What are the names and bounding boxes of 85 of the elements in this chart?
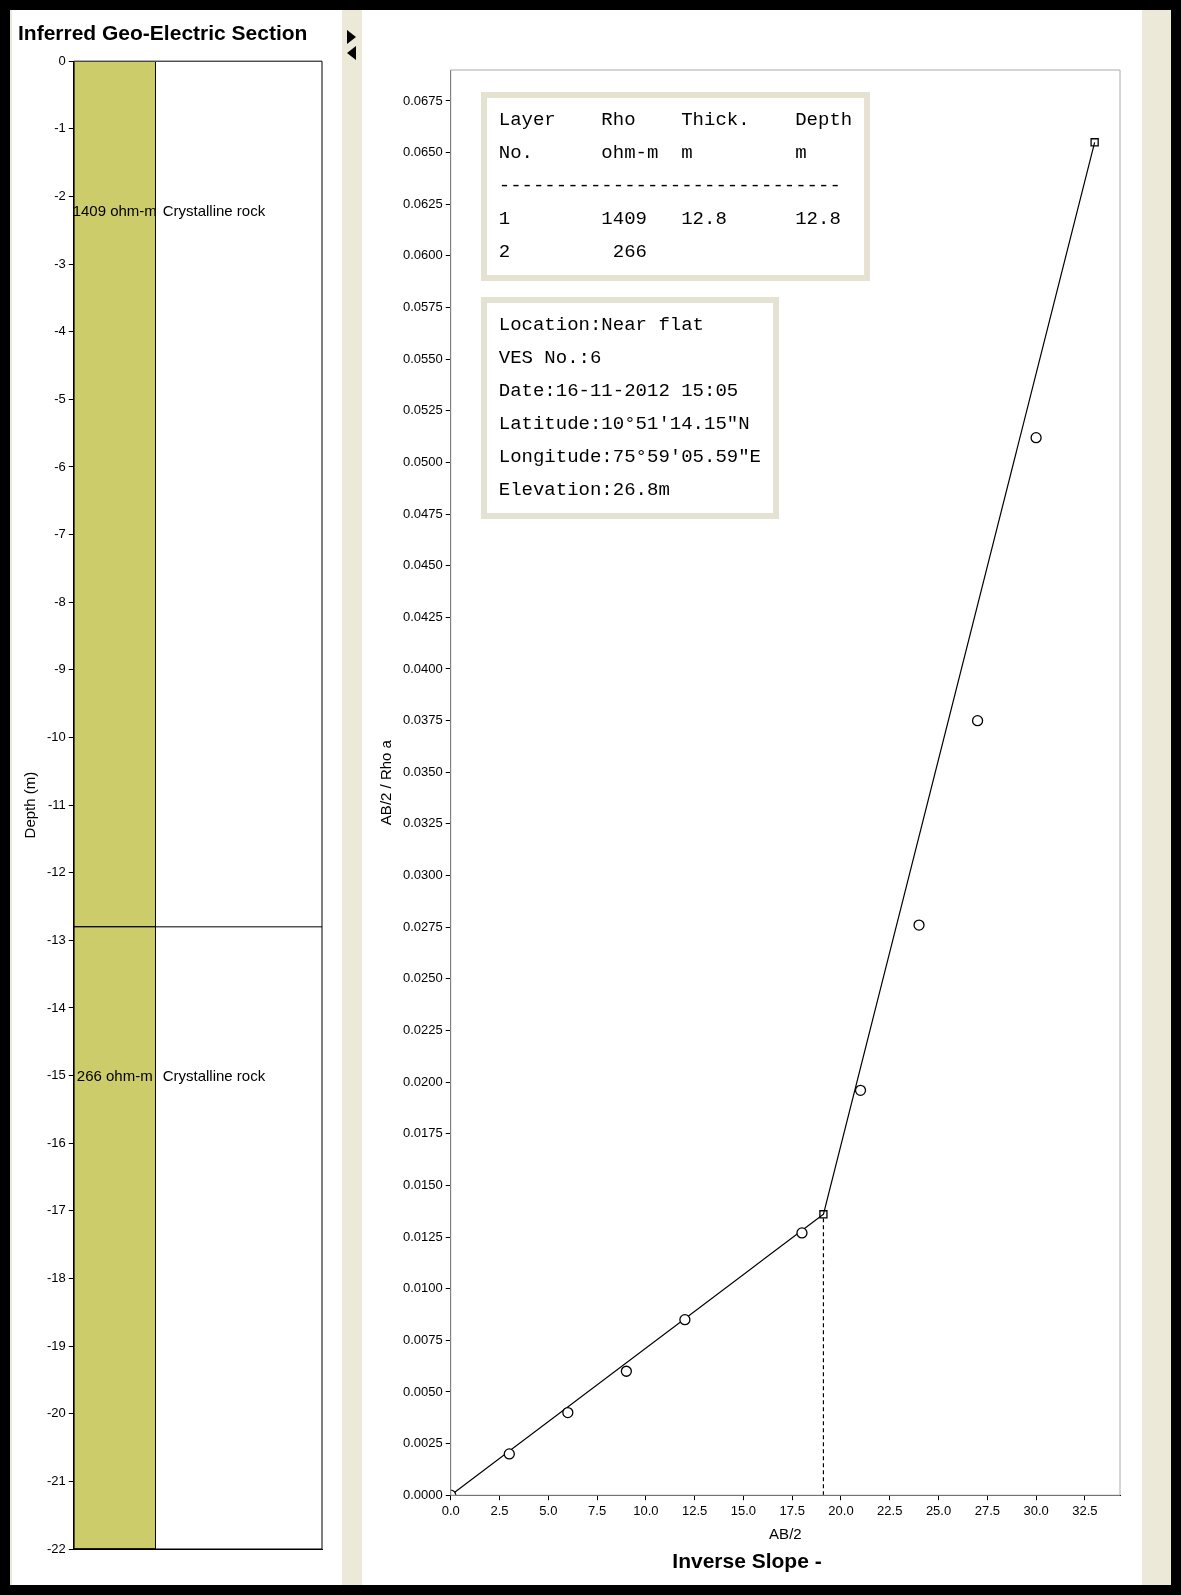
x-tick-label: 2.5: [490, 1502, 509, 1518]
point: [503, 1448, 515, 1460]
y-tick-label: 0.0100: [403, 1280, 443, 1296]
y-tick-label: 0.0425: [403, 608, 443, 624]
x-tick-label: 0.0: [441, 1502, 460, 1518]
x-tick-label: 20.0: [828, 1502, 854, 1518]
y-tick-label: 0.0350: [403, 763, 443, 779]
y-tick-label: -14: [46, 999, 66, 1015]
point: [1090, 138, 1099, 147]
chart-title: Inferred Geo-Electric Section: [18, 21, 308, 45]
x-tick-label: 30.0: [1023, 1502, 1049, 1518]
point: [620, 1365, 633, 1377]
annotation: Crystalline rock: [162, 1066, 266, 1084]
y-tick-label: 0.0475: [403, 505, 443, 521]
y-axis-title: Depth (m): [21, 771, 39, 839]
y-tick-label: 0.0000: [403, 1486, 443, 1502]
point: [1030, 432, 1042, 444]
y-tick-label: 0.0325: [403, 815, 443, 831]
y-axis-title: AB/2 / Rho a: [377, 739, 395, 826]
y-tick-label: -11: [47, 796, 66, 812]
annotation: 266 ohm-m: [76, 1066, 153, 1084]
x-tick-label: 27.5: [974, 1502, 1000, 1518]
y-tick-label: 0: [58, 52, 66, 68]
annotation: Crystalline rock: [162, 201, 266, 219]
x-tick-label: 5.0: [539, 1502, 558, 1518]
x-axis-title: AB/2: [769, 1524, 802, 1542]
y-tick-label: 0.0600: [403, 247, 443, 263]
y-tick-label: -20: [46, 1405, 66, 1421]
y-tick-label: -22: [46, 1540, 66, 1556]
x-tick-label: 15.0: [730, 1502, 757, 1518]
y-tick-label: 0.0675: [403, 92, 443, 108]
y-tick-label: -10: [46, 729, 66, 745]
point: [913, 919, 925, 931]
x-tick-label: 22.5: [877, 1502, 903, 1518]
y-tick-label: -15: [46, 1067, 66, 1083]
y-tick-label: 0.0500: [403, 454, 443, 470]
x-tick-label: 7.5: [588, 1502, 607, 1518]
y-tick-label: 0.0525: [403, 402, 443, 418]
y-tick-label: -18: [46, 1270, 66, 1286]
y-tick-label: -7: [54, 526, 66, 542]
y-tick-label: -1: [54, 120, 66, 136]
y-tick-label: -13: [46, 931, 66, 947]
annotation: Location:Near flat VES No.:6 Date:16-11-2012 15:05 Latitude:10°51'14.15"N Longitude:75°59'05.59"E Elevation:26.8m: [480, 297, 779, 519]
text: Inverse Slope -: [672, 1549, 822, 1573]
y-tick-label: 0.0400: [403, 660, 443, 676]
y-tick-label: 0.0175: [403, 1125, 443, 1141]
y-tick-label: -4: [54, 323, 66, 339]
x-tick-label: 25.0: [925, 1502, 952, 1518]
y-tick-label: 0.0025: [403, 1435, 443, 1451]
point: [854, 1084, 867, 1097]
y-tick-label: 0.0375: [403, 712, 443, 728]
y-tick-label: -6: [54, 458, 66, 474]
y-tick-label: 0.0200: [403, 1073, 443, 1089]
point: [562, 1406, 574, 1419]
y-tick-label: 0.0625: [403, 195, 443, 211]
point: [971, 714, 984, 727]
y-tick-label: 0.0300: [403, 867, 443, 883]
y-tick-label: 0.0550: [403, 350, 443, 366]
y-tick-label: -3: [54, 255, 66, 271]
y-tick-label: 0.0225: [403, 1022, 443, 1038]
y-tick-label: -16: [46, 1134, 66, 1150]
y-tick-label: 0.0075: [403, 1331, 443, 1347]
y-tick-label: -2: [54, 188, 66, 204]
y-tick-label: -9: [54, 661, 66, 677]
y-tick-label: 0.0050: [403, 1383, 443, 1399]
y-tick-label: -12: [46, 864, 66, 880]
x-tick-label: 10.0: [633, 1502, 659, 1518]
y-tick-label: 0.0250: [403, 970, 443, 986]
annotation: Layer Rho Thick. Depth No. ohm-m m m ------------------------------ 1 1409 12.8 12.8 2 266: [480, 92, 871, 281]
y-tick-label: 0.0150: [403, 1176, 443, 1192]
x-tick-label: 17.5: [779, 1502, 805, 1518]
point: [796, 1227, 808, 1239]
y-tick-label: -17: [46, 1202, 66, 1218]
y-tick-label: 0.0650: [403, 144, 443, 160]
y-tick-label: -8: [54, 593, 66, 609]
x-tick-label: 32.5: [1072, 1502, 1098, 1518]
point: [679, 1313, 691, 1326]
x-tick-label: 12.5: [682, 1502, 708, 1518]
y-tick-label: -19: [46, 1337, 66, 1353]
y-tick-label: 0.0125: [403, 1228, 443, 1244]
y-tick-label: 0.0575: [403, 299, 443, 315]
y-tick-label: -5: [54, 390, 66, 406]
y-tick-label: -21: [46, 1472, 66, 1488]
y-tick-label: 0.0275: [403, 918, 443, 934]
y-tick-label: 0.0450: [403, 557, 443, 573]
